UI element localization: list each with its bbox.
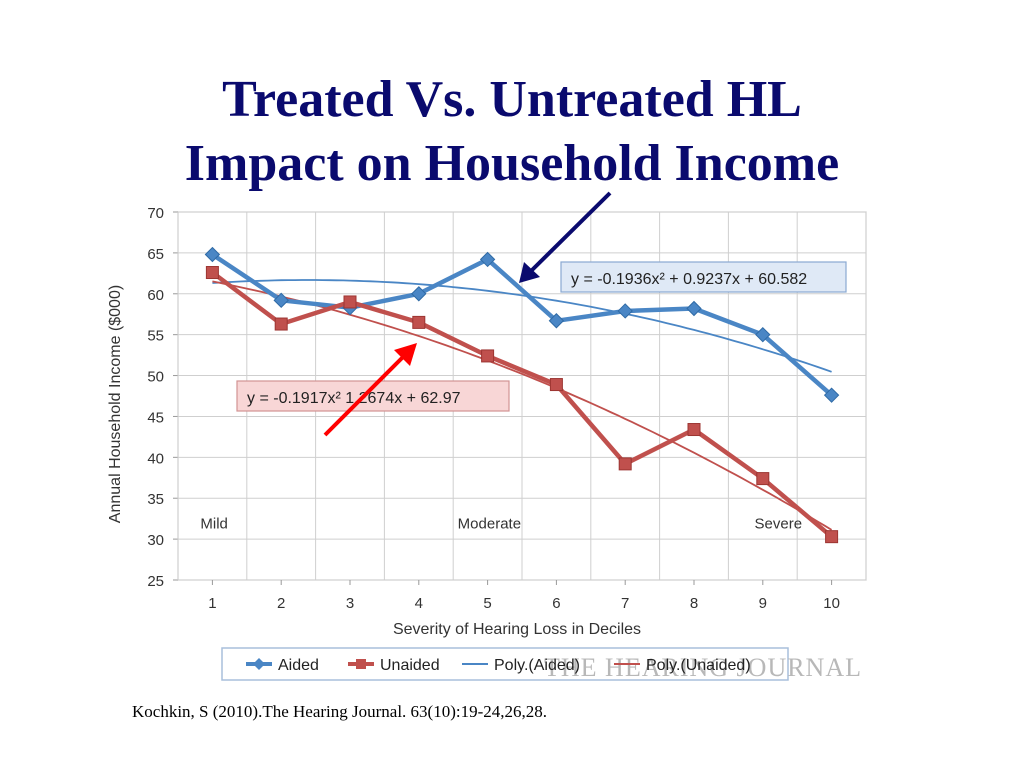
trendline-aided [212,279,832,373]
data-point-aided [411,286,427,302]
data-point-unaided [481,349,495,363]
citation: Kochkin, S (2010).The Hearing Journal. 6… [132,702,548,721]
y-tick-label: 40 [147,450,164,467]
annotation-arrowhead-red [394,343,417,366]
series-line-unaided [211,270,834,539]
data-point-unaided [756,472,770,486]
y-tick-label: 50 [147,369,164,386]
annotation-arrowhead-blue [519,262,540,283]
slide-title: Treated Vs. Untreated HL Impact on House… [0,68,1024,196]
severity-label: Severe [755,515,803,532]
data-point-aided [548,313,565,329]
series-line-aided [211,252,834,397]
data-point-unaided [549,378,563,392]
data-point-unaided [205,266,219,280]
y-axis-title: Annual Household Income ($000) [107,285,124,523]
x-tick-label: 10 [823,595,840,612]
y-tick-label: 30 [147,532,164,549]
severity-label: Moderate [458,515,521,532]
data-point-unaided [343,295,357,309]
equation-text-aided: y = -0.1936x² + 0.9237x + 60.582 [571,271,807,288]
x-tick-label: 3 [346,595,354,612]
x-axis-title: Severity of Hearing Loss in Deciles [393,621,641,638]
watermark: THE HEARING JOURNAL [544,653,862,682]
x-tick-label: 7 [621,595,629,612]
x-tick-label: 4 [415,595,423,612]
data-point-aided [686,300,702,317]
data-point-aided [755,326,771,343]
equation-text-unaided: y = -0.1917x² 1.2674x + 62.97 [247,390,461,407]
slide-title-line-2: Impact on Household Income [184,135,840,192]
x-tick-label: 2 [277,595,285,612]
data-point-aided [273,292,289,309]
severity-label: Mild [200,515,228,532]
legend-label-aided: Aided [278,657,319,674]
y-tick-label: 55 [147,328,164,345]
x-tick-label: 1 [208,595,216,612]
x-tick-label: 5 [483,595,491,612]
y-tick-label: 65 [147,246,164,263]
y-tick-label: 60 [147,287,164,304]
equation-box-aided [560,261,847,293]
annotation-arrow-blue [525,191,612,277]
legend-label-poly-aided: Poly.(Aided) [494,657,580,674]
legend-label-poly-unaided: Poly.(Unaided) [646,657,751,674]
data-point-aided [204,246,221,263]
data-point-unaided [618,457,632,471]
data-point-aided [823,387,840,403]
x-tick-label: 6 [552,595,560,612]
legend-label-unaided: Unaided [380,657,440,674]
data-point-aided [617,303,633,319]
y-tick-label: 25 [147,573,164,590]
data-point-aided [479,251,496,268]
data-point-unaided [412,315,426,329]
slide-title-line-1: Treated Vs. Untreated HL [222,71,802,128]
legend-marker-aided [253,658,265,670]
data-point-unaided [274,317,288,331]
y-tick-label: 45 [147,409,164,426]
legend-marker-unaided [356,659,366,669]
data-point-unaided [687,423,701,437]
annotation-arrow-red [323,350,410,437]
legend-box [221,647,789,681]
y-tick-label: 35 [147,491,164,508]
data-point-unaided [825,530,839,544]
x-tick-label: 9 [759,595,767,612]
y-tick-label: 70 [147,205,164,222]
x-tick-label: 8 [690,595,698,612]
